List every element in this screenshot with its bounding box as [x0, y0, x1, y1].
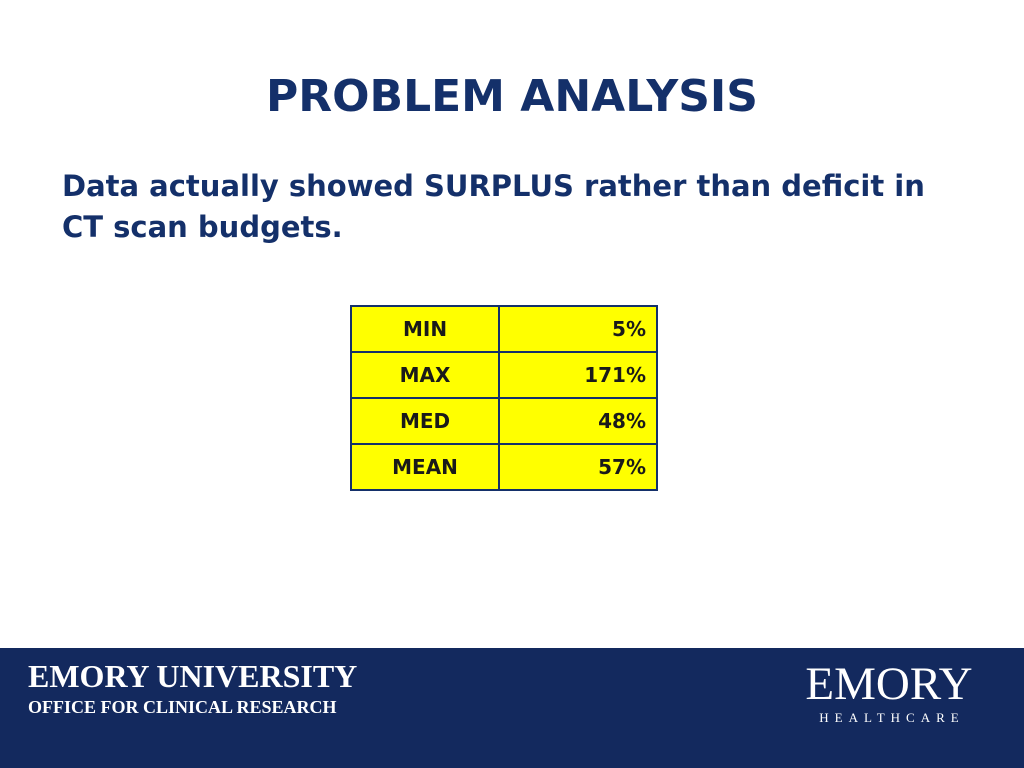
row-value-min: 5%: [498, 305, 658, 353]
footer-office-name: OFFICE FOR CLINICAL RESEARCH: [28, 697, 337, 717]
table-row: MAX 171%: [349, 351, 658, 399]
table-row: MIN 5%: [349, 305, 658, 353]
table-row: MEAN 57%: [349, 443, 658, 491]
logo-subtitle: HEALTHCARE: [819, 710, 965, 725]
row-value-max: 171%: [498, 351, 658, 399]
emory-healthcare-logo: EMORY HEALTHCARE: [804, 660, 974, 726]
footer-org-name: EMORY UNIVERSITY: [28, 658, 358, 694]
row-value-med: 48%: [498, 397, 658, 445]
row-label-med: MED: [349, 397, 501, 445]
slide-body-text: Data actually showed SURPLUS rather than…: [62, 169, 925, 244]
row-label-min: MIN: [349, 305, 501, 353]
stats-table: MIN 5% MAX 171% MED 48% MEAN 57%: [349, 305, 658, 491]
row-label-mean: MEAN: [349, 443, 501, 491]
row-label-max: MAX: [349, 351, 501, 399]
slide-title: PROBLEM ANALYSIS: [266, 71, 758, 122]
logo-wordmark: EMORY: [805, 658, 973, 710]
table-row: MED 48%: [349, 397, 658, 445]
row-value-mean: 57%: [498, 443, 658, 491]
footer-bar: EMORY UNIVERSITY OFFICE FOR CLINICAL RES…: [0, 648, 1024, 768]
